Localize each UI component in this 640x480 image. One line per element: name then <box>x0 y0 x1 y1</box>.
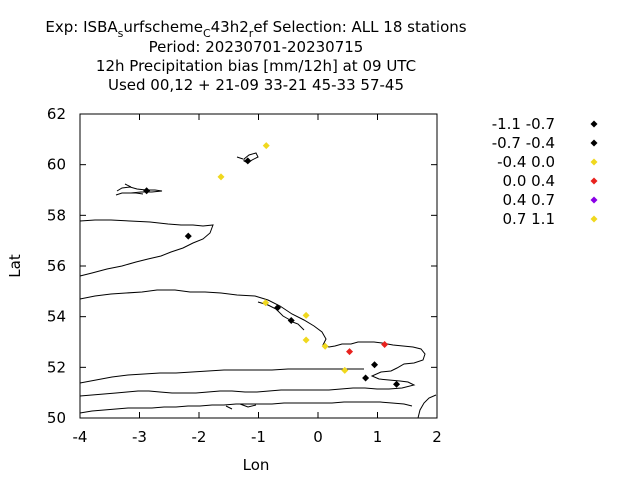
station-point <box>321 342 329 350</box>
coastline-shetland <box>236 152 259 164</box>
station-point <box>362 374 370 382</box>
plot-frame <box>79 113 438 419</box>
station-point <box>143 187 151 195</box>
y-tick-label: 58 <box>47 206 66 224</box>
legend-marker <box>590 158 598 166</box>
y-tick-label: 62 <box>47 105 66 123</box>
legend-label: 0.7 1.1 <box>503 210 555 228</box>
legend-label: 0.0 0.4 <box>503 172 555 190</box>
title-line: Exp: ISBAsurfschemeC43h2ref Selection: A… <box>45 18 466 40</box>
x-tick-label: 2 <box>432 428 442 446</box>
station-point <box>302 311 310 319</box>
legend: -1.1 -0.7-0.7 -0.4-0.4 0.00.0 0.40.4 0.7… <box>492 115 598 228</box>
x-axis-label: Lon <box>243 456 270 474</box>
x-tick-label: -4 <box>73 428 88 446</box>
title-part: ef Selection: ALL 18 stations <box>253 18 466 36</box>
station-point <box>346 348 354 356</box>
y-tick-label: 50 <box>47 409 66 427</box>
title-line: Used 00,12 + 21-09 33-21 45-33 57-45 <box>108 76 404 94</box>
legend-label: 0.4 0.7 <box>503 191 555 209</box>
title-line: Period: 20230701-20230715 <box>149 38 364 56</box>
station-point <box>244 157 252 165</box>
legend-label: -0.7 -0.4 <box>492 134 555 152</box>
y-axis-label: Lat <box>6 254 24 278</box>
title-subscript: r <box>249 27 254 40</box>
station-point <box>371 361 379 369</box>
legend-marker <box>590 215 598 223</box>
coastline-scotland-east <box>79 219 214 277</box>
legend-label: -1.1 -0.7 <box>492 115 555 133</box>
coastline-map <box>79 152 437 419</box>
y-tick-label: 60 <box>47 156 66 174</box>
station-point <box>302 336 310 344</box>
y-tick-label: 52 <box>47 358 66 376</box>
coastline-south <box>79 401 413 414</box>
x-tick-label: -3 <box>132 428 147 446</box>
x-tick-label: -1 <box>251 428 266 446</box>
station-markers <box>143 142 401 388</box>
station-point <box>274 304 282 312</box>
y-tick-label: 56 <box>47 257 66 275</box>
coastline-england-east <box>79 289 426 397</box>
chart-title: Exp: ISBAsurfschemeC43h2ref Selection: A… <box>45 18 466 94</box>
legend-marker <box>590 177 598 185</box>
title-part: Exp: ISBA <box>45 18 118 36</box>
station-point <box>381 341 389 349</box>
x-tick-label: -2 <box>192 428 207 446</box>
station-point <box>393 380 401 388</box>
title-part: 43h2 <box>211 18 249 36</box>
legend-marker <box>590 120 598 128</box>
coastline-orkney <box>115 183 163 196</box>
legend-label: -0.4 0.0 <box>497 153 555 171</box>
station-point <box>262 299 270 307</box>
station-point <box>184 232 192 240</box>
coastline-france <box>417 394 437 419</box>
title-subscript: C <box>203 27 211 40</box>
station-point <box>287 316 295 324</box>
title-subscript: s <box>118 27 124 40</box>
title-line: 12h Precipitation bias [mm/12h] at 09 UT… <box>96 57 416 75</box>
y-tick-label: 54 <box>47 308 66 326</box>
coastline-thames <box>79 368 364 384</box>
axis-ticks: -4 -3 -2 -1 0 1 2 50 52 54 56 58 60 62 <box>47 105 442 446</box>
station-point <box>341 366 349 374</box>
x-tick-label: 1 <box>373 428 383 446</box>
station-point <box>217 173 225 181</box>
x-tick-label: 0 <box>313 428 323 446</box>
title-part: urfscheme <box>123 18 203 36</box>
station-point <box>262 142 270 150</box>
legend-marker <box>590 139 598 147</box>
legend-marker <box>590 196 598 204</box>
